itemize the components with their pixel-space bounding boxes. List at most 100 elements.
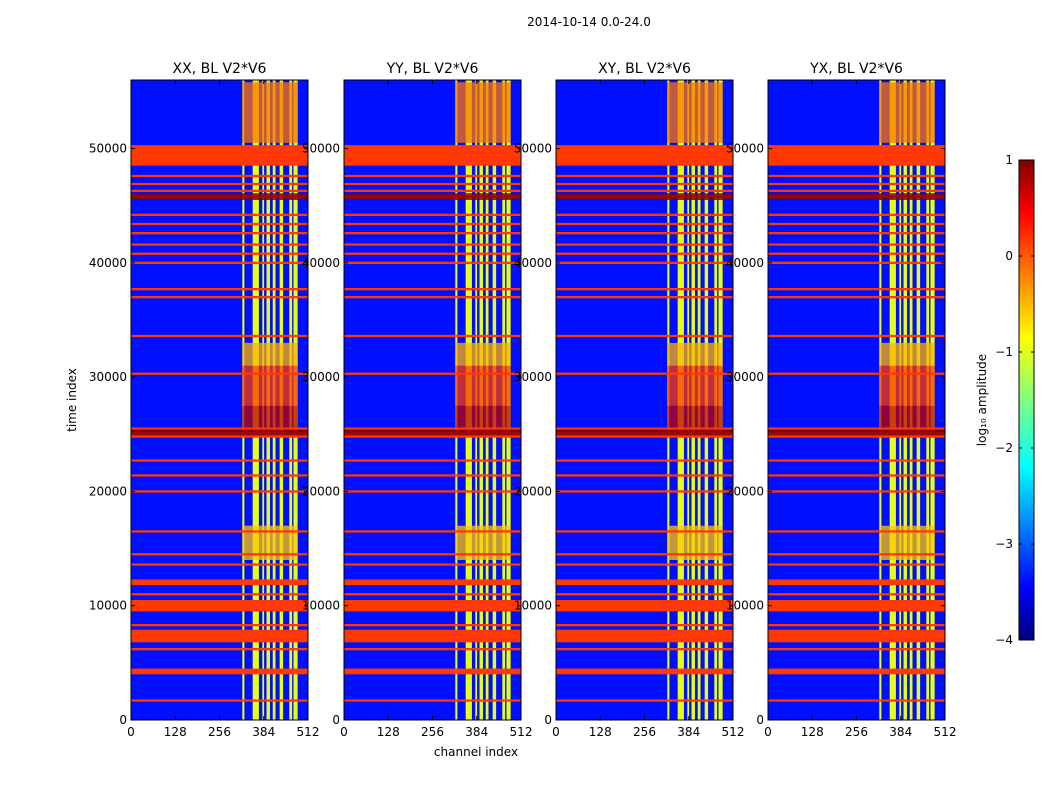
- flagged-band: [556, 648, 733, 651]
- rfi-time-block: [879, 82, 935, 143]
- dark-band: [344, 193, 521, 200]
- flagged-band: [344, 490, 521, 493]
- flagged-band: [556, 243, 733, 246]
- y-tick-label: 30000: [726, 370, 764, 384]
- flagged-band: [131, 372, 308, 375]
- flagged-band: [556, 334, 733, 338]
- flagged-band: [131, 334, 308, 338]
- y-tick-label: 0: [119, 713, 127, 727]
- flagged-band: [768, 372, 945, 375]
- flagged-band: [344, 189, 521, 192]
- flagged-band: [556, 252, 733, 255]
- y-tick-label: 10000: [89, 599, 127, 613]
- flagged-band: [344, 699, 521, 702]
- flagged-band: [768, 296, 945, 299]
- flagged-band: [344, 600, 521, 612]
- dark-band: [556, 429, 733, 436]
- flagged-band: [131, 213, 308, 216]
- y-tick-label: 40000: [726, 256, 764, 270]
- x-tick-label: 512: [934, 725, 957, 739]
- colorbar-ticks: 1 0 −1 −2 −3 −4: [995, 153, 1034, 647]
- x-tick-label: 128: [801, 725, 824, 739]
- flagged-band: [768, 624, 945, 627]
- flagged-band: [556, 189, 733, 192]
- x-tick-label: 128: [589, 725, 612, 739]
- flagged-band: [131, 530, 308, 533]
- rfi-time-block: [879, 365, 935, 406]
- flagged-band: [556, 288, 733, 291]
- colorbar-tick-label: 1: [1005, 153, 1013, 167]
- flagged-band: [344, 243, 521, 246]
- flagged-band: [556, 427, 733, 430]
- flagged-band: [556, 563, 733, 566]
- flagged-band: [344, 288, 521, 291]
- flagged-band: [556, 530, 733, 533]
- flagged-band: [556, 459, 733, 462]
- flagged-band: [768, 459, 945, 462]
- flagged-band: [344, 222, 521, 226]
- x-axis-label: channel index: [434, 745, 518, 759]
- flagged-band: [768, 252, 945, 255]
- flagged-band: [344, 427, 521, 430]
- panel-yx: YX, BL V2*V6 0 128 256 384 512 0 10000 20000 3000…: [726, 61, 957, 739]
- flagged-band: [131, 563, 308, 566]
- flagged-band: [556, 490, 733, 493]
- flagged-band: [556, 261, 733, 264]
- flagged-band: [344, 334, 521, 338]
- y-tick-label: 30000: [514, 370, 552, 384]
- flagged-band: [768, 668, 945, 675]
- panel-title: YY, BL V2*V6: [386, 61, 479, 77]
- flagged-band: [768, 222, 945, 226]
- flagged-band: [768, 232, 945, 235]
- flagged-band: [344, 474, 521, 477]
- flagged-band: [344, 629, 521, 643]
- flagged-band: [344, 624, 521, 627]
- y-tick-label: 30000: [302, 370, 340, 384]
- flagged-band: [131, 648, 308, 651]
- rfi-time-block: [242, 365, 298, 406]
- y-tick-label: 50000: [726, 142, 764, 156]
- flagged-band: [768, 145, 945, 166]
- x-tick-label: 256: [421, 725, 444, 739]
- flagged-band: [131, 243, 308, 246]
- flagged-band: [344, 563, 521, 566]
- flagged-band: [131, 145, 308, 166]
- flagged-band: [344, 174, 521, 178]
- flagged-band: [344, 372, 521, 375]
- flagged-band: [768, 182, 945, 186]
- x-tick-label: 384: [889, 725, 912, 739]
- flagged-band: [556, 372, 733, 375]
- flagged-band: [556, 629, 733, 643]
- flagged-band: [556, 593, 733, 596]
- flagged-band: [556, 553, 733, 556]
- x-tick-label: 256: [845, 725, 868, 739]
- colorbar-gradient: [1018, 159, 1035, 641]
- flagged-band: [344, 579, 521, 586]
- x-tick-label: 512: [722, 725, 745, 739]
- flagged-band: [131, 624, 308, 627]
- flagged-band: [131, 182, 308, 186]
- x-tick-label: 512: [510, 725, 533, 739]
- flagged-band: [344, 213, 521, 216]
- dark-band: [131, 429, 308, 436]
- x-tick-label: 0: [764, 725, 772, 739]
- flagged-band: [131, 222, 308, 226]
- flagged-band: [768, 261, 945, 264]
- y-tick-label: 20000: [302, 484, 340, 498]
- flagged-band: [768, 600, 945, 612]
- rfi-time-block: [455, 365, 511, 406]
- flagged-band: [556, 182, 733, 186]
- flagged-band: [768, 427, 945, 430]
- y-tick-label: 0: [756, 713, 764, 727]
- panel-title: XX, BL V2*V6: [173, 61, 267, 77]
- rfi-time-block: [455, 342, 511, 366]
- flagged-band: [344, 668, 521, 675]
- flagged-band: [344, 252, 521, 255]
- x-tick-label: 0: [552, 725, 560, 739]
- panel-xx: XX, BL V2*V6 0 128 256 384 512 0 10000 20000 3000…: [89, 61, 320, 739]
- flagged-band: [768, 213, 945, 216]
- flagged-band: [131, 699, 308, 702]
- flagged-band: [768, 530, 945, 533]
- rfi-time-block: [879, 342, 935, 366]
- y-tick-label: 20000: [514, 484, 552, 498]
